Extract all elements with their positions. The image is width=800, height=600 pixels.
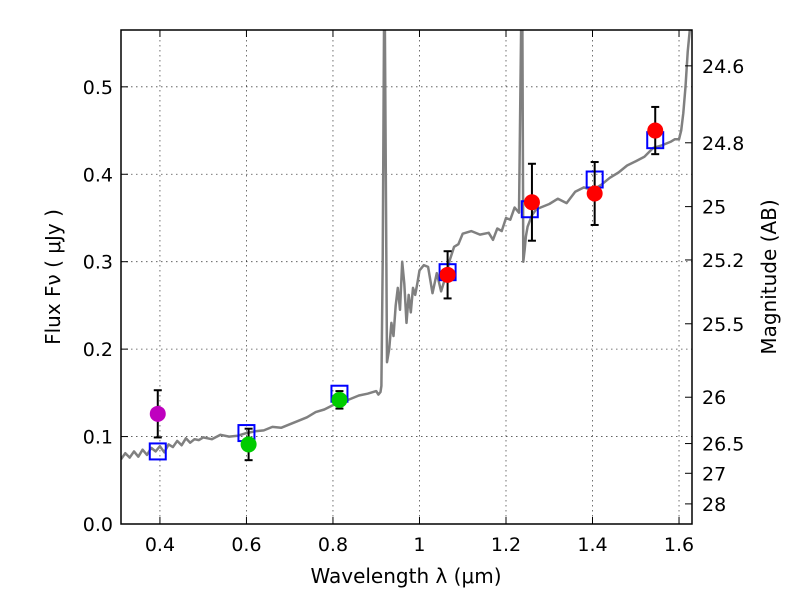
x-tick-label: 0.6 [231, 534, 261, 556]
plot-frame [120, 29, 693, 525]
y-tick-label: 0.0 [83, 514, 113, 536]
y-tick-label: 0.4 [83, 164, 113, 186]
y-tick-label: 0.3 [83, 252, 113, 274]
x-tick-label: 1.2 [491, 534, 521, 556]
x-tick-label: 1.4 [577, 534, 607, 556]
y-axis-label: Flux Fν ( μJy ) [41, 209, 65, 345]
x-tick-label: 1.6 [664, 534, 694, 556]
observed-point [647, 105, 664, 156]
magnitude-tick-label: 28 [702, 494, 726, 516]
magnitude-tick-label: 27 [702, 463, 726, 485]
x-tick-label: 1 [413, 534, 425, 556]
x-tick-label: 0.8 [318, 534, 348, 556]
magnitude-tick-label: 24.8 [702, 133, 744, 155]
magnitude-tick-label: 25.2 [702, 250, 744, 272]
magnitude-tick-label: 25.5 [702, 314, 744, 336]
y-tick-label: 0.5 [83, 77, 113, 99]
model-photometry-square [148, 442, 167, 461]
observed-point [439, 250, 456, 300]
magnitude-tick-label: 25 [702, 197, 726, 219]
observed-flux-marker [586, 185, 603, 202]
observed-flux-marker [240, 436, 257, 453]
axis-ticks: 0.4 0.6 0.8 1 1.2 1.4 1.6 0.0 0.1 0.2 0.3 0.4 0.5 24.… [83, 30, 744, 556]
observed-point [586, 161, 603, 226]
observed-point [523, 162, 540, 242]
x-axis-label: Wavelength λ (μm) [310, 564, 501, 588]
magnitude-tick-label: 26 [702, 387, 726, 409]
magnitude-tick-label: 26.5 [702, 434, 744, 456]
observed-point [331, 390, 348, 410]
observed-flux-marker [523, 194, 540, 211]
right-axis-label: Magnitude (AB) [757, 199, 781, 354]
observed-flux-marker [149, 405, 166, 422]
x-tick-label: 0.4 [145, 534, 175, 556]
observed-flux-marker [647, 122, 664, 139]
y-tick-label: 0.1 [83, 427, 113, 449]
observed-flux-marker [331, 391, 348, 408]
model-spectrum-line [121, 30, 692, 461]
observed-point [240, 427, 257, 462]
observed-point [149, 389, 166, 439]
magnitude-tick-label: 24.6 [702, 56, 744, 78]
observed-flux-marker [439, 266, 456, 283]
series [121, 30, 692, 462]
y-tick-label: 0.2 [83, 339, 113, 361]
